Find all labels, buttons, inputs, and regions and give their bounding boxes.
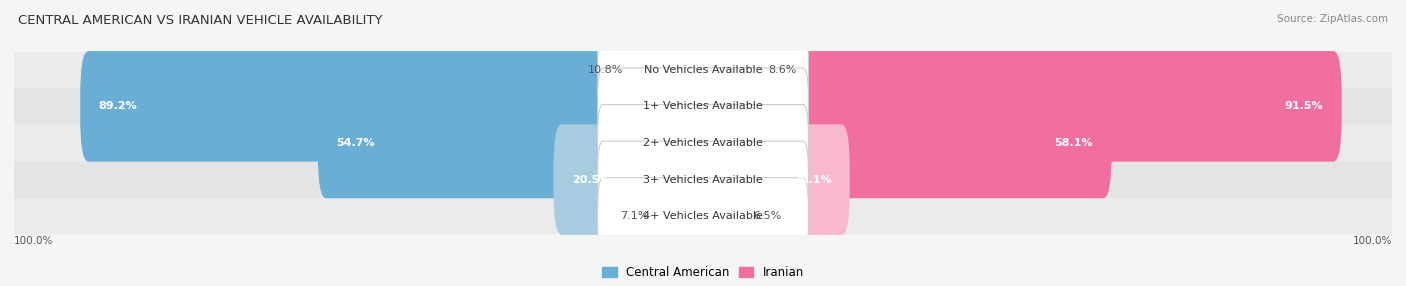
- FancyBboxPatch shape: [598, 68, 808, 145]
- FancyBboxPatch shape: [620, 15, 711, 125]
- Text: 4+ Vehicles Available: 4+ Vehicles Available: [643, 211, 763, 221]
- FancyBboxPatch shape: [14, 161, 1392, 198]
- FancyBboxPatch shape: [318, 88, 711, 198]
- FancyBboxPatch shape: [14, 198, 1392, 235]
- FancyBboxPatch shape: [695, 124, 849, 235]
- Text: 20.1%: 20.1%: [793, 175, 831, 184]
- FancyBboxPatch shape: [80, 51, 711, 162]
- Text: 58.1%: 58.1%: [1054, 138, 1092, 148]
- Text: 91.5%: 91.5%: [1285, 102, 1323, 111]
- FancyBboxPatch shape: [14, 88, 1392, 125]
- FancyBboxPatch shape: [695, 161, 756, 271]
- FancyBboxPatch shape: [598, 31, 808, 108]
- FancyBboxPatch shape: [645, 161, 711, 271]
- Text: Source: ZipAtlas.com: Source: ZipAtlas.com: [1277, 14, 1388, 24]
- Text: No Vehicles Available: No Vehicles Available: [644, 65, 762, 75]
- Text: 1+ Vehicles Available: 1+ Vehicles Available: [643, 102, 763, 111]
- Text: 20.5%: 20.5%: [572, 175, 610, 184]
- Text: 89.2%: 89.2%: [98, 102, 138, 111]
- Text: 3+ Vehicles Available: 3+ Vehicles Available: [643, 175, 763, 184]
- FancyBboxPatch shape: [598, 178, 808, 255]
- Text: 100.0%: 100.0%: [1353, 236, 1392, 246]
- FancyBboxPatch shape: [554, 124, 711, 235]
- FancyBboxPatch shape: [695, 15, 770, 125]
- FancyBboxPatch shape: [695, 88, 1112, 198]
- FancyBboxPatch shape: [695, 51, 1341, 162]
- FancyBboxPatch shape: [598, 105, 808, 181]
- Text: 7.1%: 7.1%: [620, 211, 648, 221]
- Text: CENTRAL AMERICAN VS IRANIAN VEHICLE AVAILABILITY: CENTRAL AMERICAN VS IRANIAN VEHICLE AVAI…: [18, 14, 382, 27]
- Legend: Central American, Iranian: Central American, Iranian: [598, 261, 808, 283]
- Text: 2+ Vehicles Available: 2+ Vehicles Available: [643, 138, 763, 148]
- Text: 10.8%: 10.8%: [588, 65, 623, 75]
- Text: 6.5%: 6.5%: [754, 211, 782, 221]
- FancyBboxPatch shape: [14, 51, 1392, 88]
- FancyBboxPatch shape: [598, 141, 808, 218]
- Text: 100.0%: 100.0%: [14, 236, 53, 246]
- Text: 8.6%: 8.6%: [768, 65, 796, 75]
- FancyBboxPatch shape: [14, 125, 1392, 161]
- Text: 54.7%: 54.7%: [336, 138, 375, 148]
